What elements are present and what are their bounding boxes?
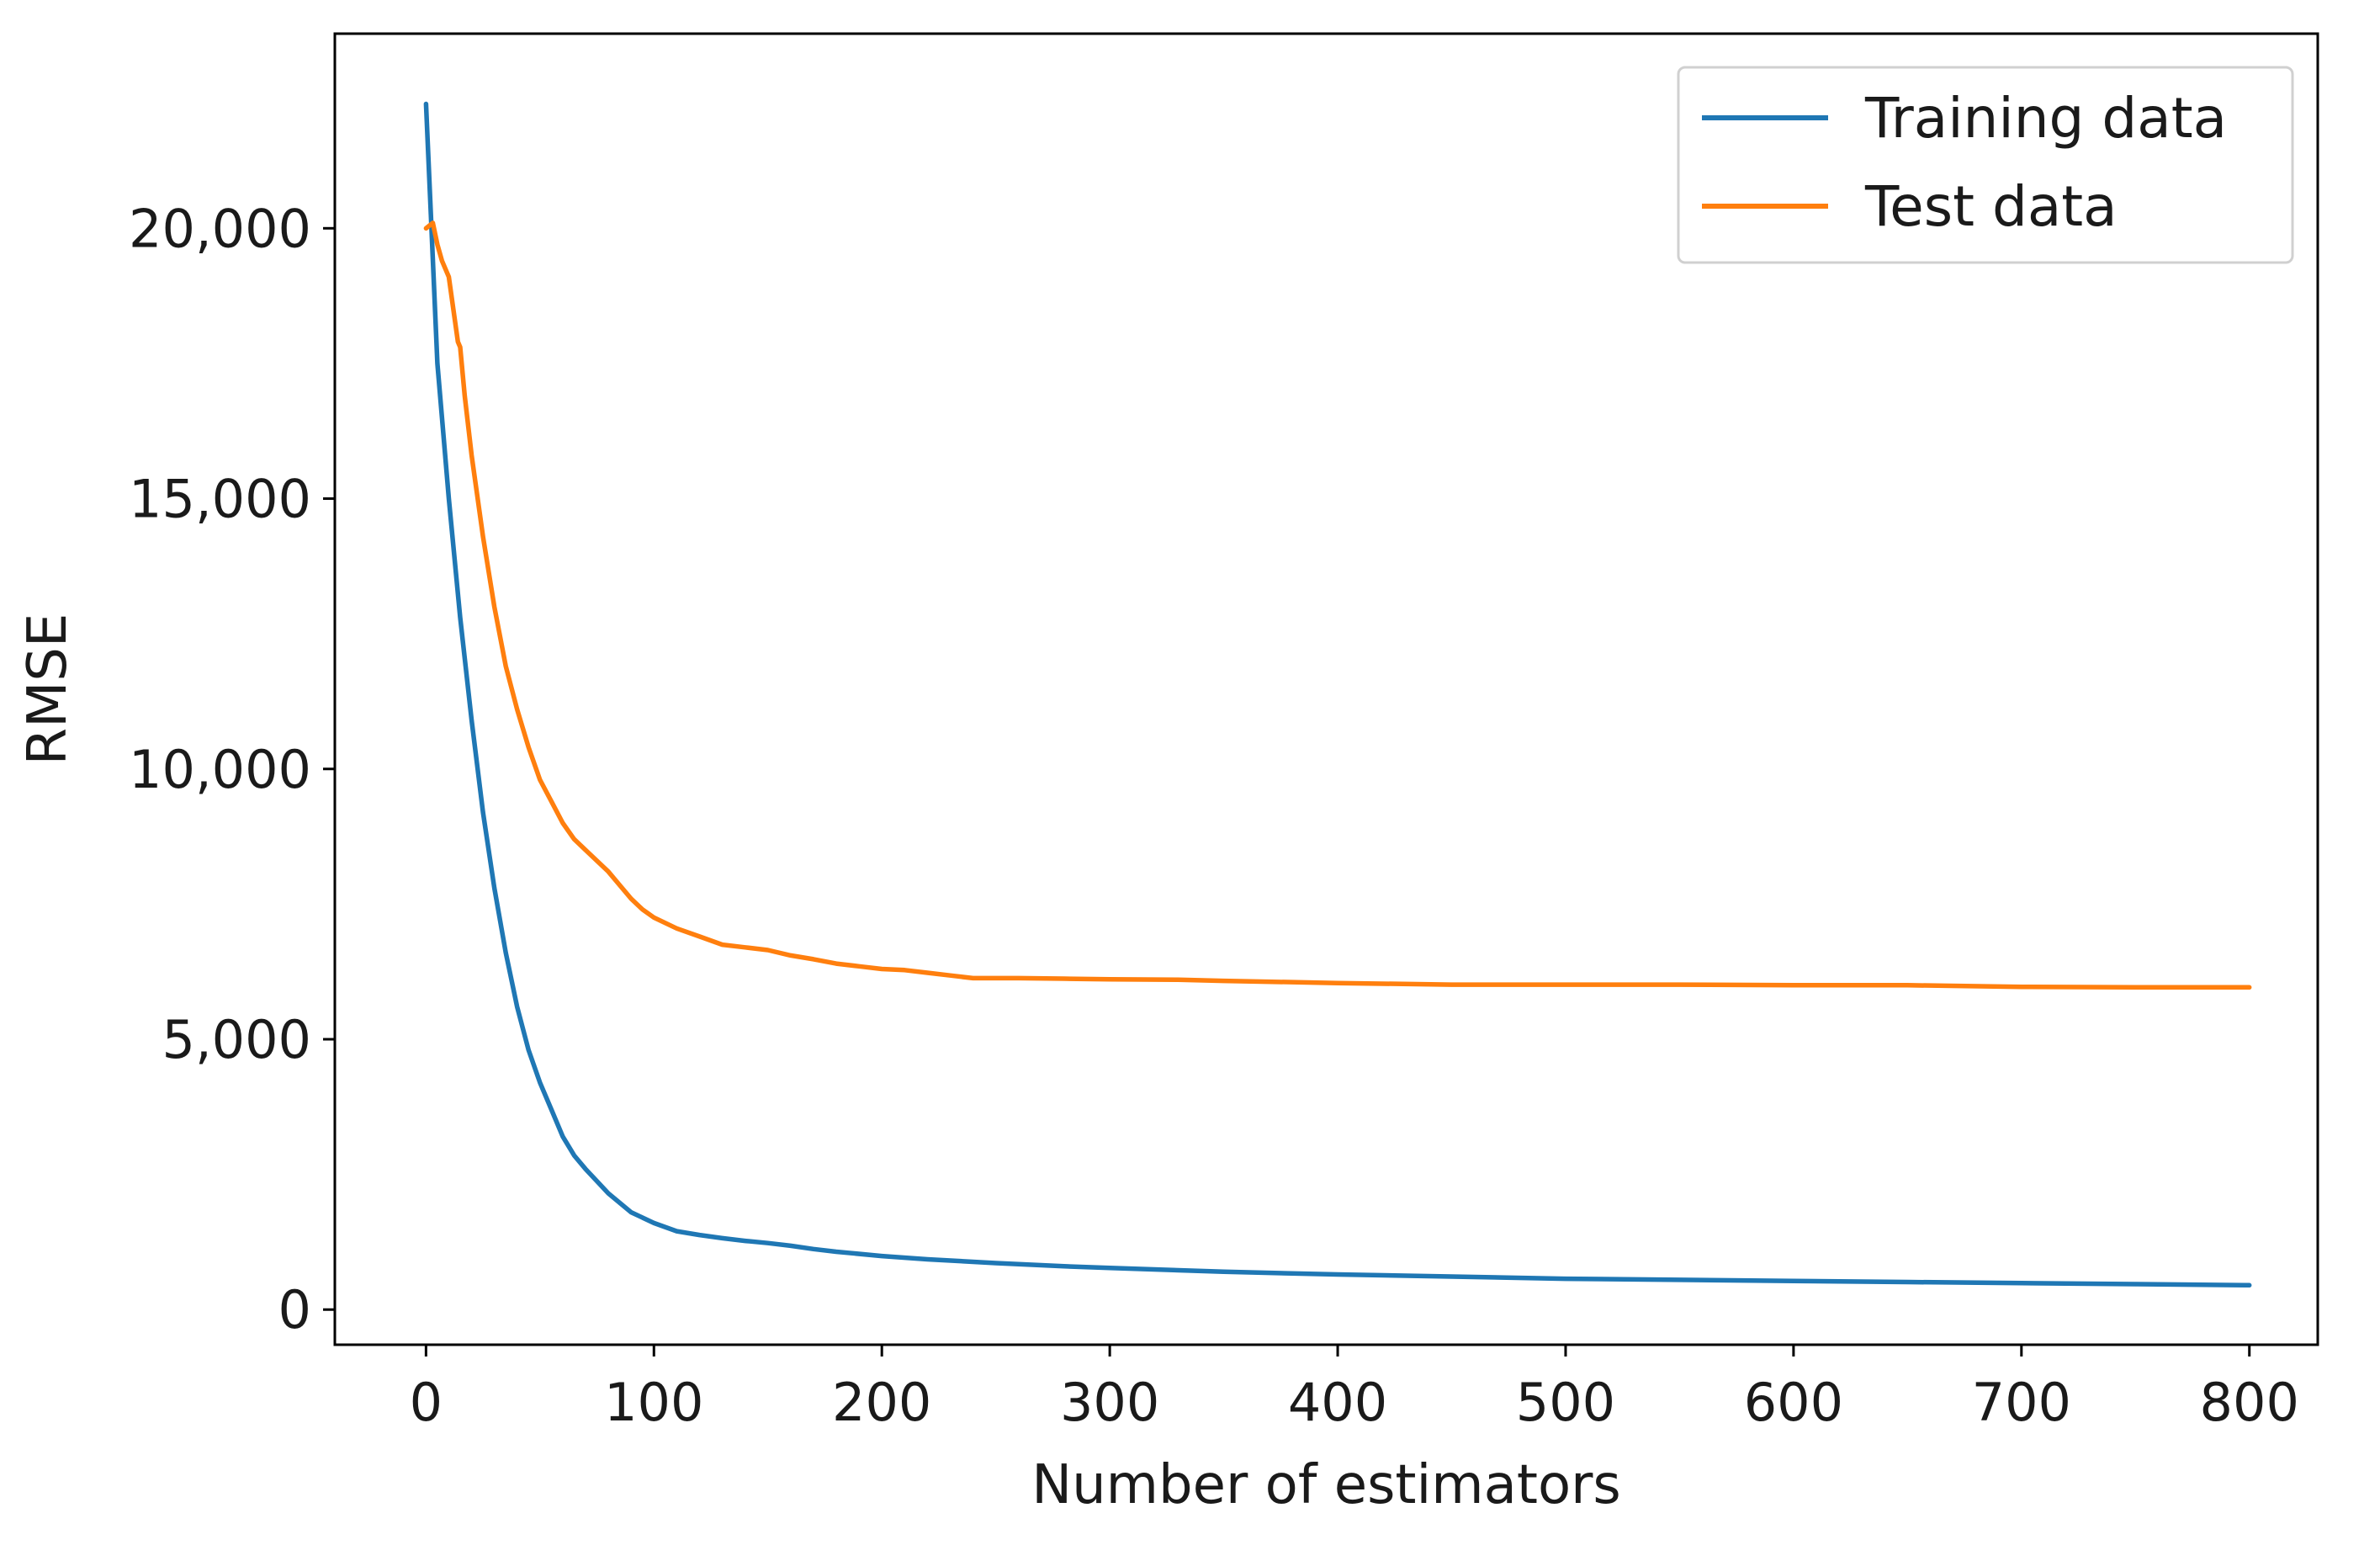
series-lines: [423, 101, 2252, 1288]
x-tick-label: 0: [410, 1372, 443, 1433]
x-tick-label: 600: [1744, 1372, 1843, 1433]
y-tick-label: 20,000: [129, 198, 311, 259]
legend-label-training: Training data: [1864, 86, 2227, 151]
legend-box: [1677, 66, 2294, 264]
series-line-test: [423, 220, 2252, 990]
y-tick-label: 15,000: [129, 469, 311, 530]
x-tick-label: 400: [1288, 1372, 1387, 1433]
y-tick-label: 10,000: [129, 739, 311, 800]
x-axis-label: Number of estimators: [1031, 1454, 1621, 1516]
x-tick-label: 800: [2200, 1372, 2299, 1433]
tick-marks: [323, 226, 2251, 1357]
x-tick-label: 200: [832, 1372, 931, 1433]
x-tick-label: 100: [604, 1372, 703, 1433]
x-tick-label: 300: [1060, 1372, 1159, 1433]
y-tick-label: 0: [278, 1279, 311, 1341]
x-tick-label: 700: [1972, 1372, 2071, 1433]
plot-area-frame: [333, 32, 2319, 1346]
x-tick-label: 500: [1516, 1372, 1615, 1433]
series-line-training: [423, 101, 2252, 1288]
legend-label-test: Test data: [1864, 174, 2118, 239]
y-axis-label: RMSE: [17, 613, 79, 766]
tick-labels: 0 100 200 300 400 500 600 700 800 0 5,000 10,000 15,…: [129, 198, 2299, 1433]
legend: Training data Test data: [1677, 66, 2294, 264]
y-tick-label: 5,000: [162, 1009, 312, 1070]
